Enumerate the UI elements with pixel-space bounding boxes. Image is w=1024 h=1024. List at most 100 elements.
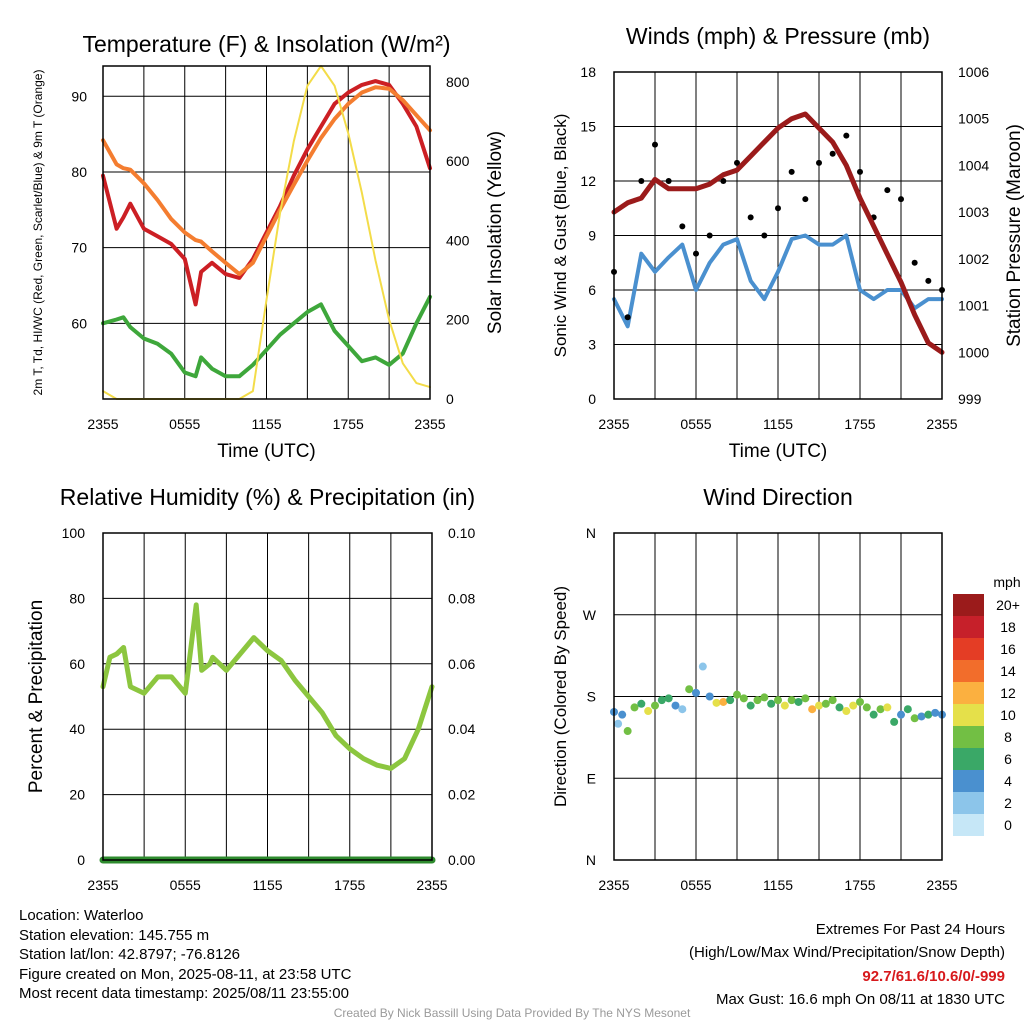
x-tick-label: 2355 <box>87 416 118 432</box>
wind-dir-point <box>821 699 830 708</box>
colorbar-unit: mph <box>993 574 1020 590</box>
chart-title-rh: Relative Humidity (%) & Precipitation (i… <box>60 484 475 510</box>
colorbar-swatch <box>953 726 984 748</box>
colorbar-swatch <box>953 660 984 682</box>
gust-point <box>884 187 891 194</box>
extremes-title: Extremes For Past 24 Hours <box>815 921 1005 938</box>
wind-dir-point <box>903 705 912 714</box>
x-tick-label: 2355 <box>926 877 957 893</box>
y-axis-label-left: Sonic Wind & Gust (Blue, Black) <box>551 114 570 358</box>
gust-point <box>775 205 781 212</box>
credit-text: Created By Nick Bassill Using Data Provi… <box>333 1006 691 1020</box>
colorbar-swatch <box>953 814 984 836</box>
y-tick-label: 9 <box>588 228 596 244</box>
wind-dir-point <box>801 694 810 703</box>
chart-title-wdir: Wind Direction <box>703 484 853 510</box>
gust-point <box>843 132 850 139</box>
x-tick-label: 2355 <box>414 416 445 432</box>
y-tick-label: 18 <box>580 64 596 80</box>
wind-dir-point <box>685 685 694 694</box>
recent-data-text: Most recent data timestamp: 2025/08/11 2… <box>19 985 349 1003</box>
y-tick-label: 40 <box>69 721 85 737</box>
gust-point <box>857 168 863 175</box>
x-tick-label: 0555 <box>680 416 711 432</box>
y-axis-label-right: Station Pressure (Maroon) <box>1004 124 1024 347</box>
x-tick-label: 1155 <box>251 416 281 432</box>
x-tick-label: 1755 <box>844 416 875 432</box>
wind-dir-point <box>739 694 748 703</box>
colorbar-label: 8 <box>1004 729 1012 745</box>
y2-tick-label: 0.02 <box>448 787 475 803</box>
y2-tick-label: 1006 <box>958 64 989 80</box>
y-tick-label: S <box>587 689 596 705</box>
y2-tick-label: 1000 <box>958 344 989 360</box>
colorbar-label: 20+ <box>996 597 1020 613</box>
y-axis-label-left: Direction (Colored By Speed) <box>551 586 570 807</box>
wind-dir-point <box>623 727 632 736</box>
wind-dir-point <box>664 694 673 703</box>
y-axis-label-left: 2m T, Td, HI/WC (Red, Green, Scarlet/Blu… <box>31 70 45 396</box>
wind-dir-point <box>644 707 653 716</box>
series-line-pressure <box>611 111 945 355</box>
y-tick-label: W <box>583 607 597 623</box>
colorbar-swatch <box>953 770 984 792</box>
y-axis-label-right: Solar Insolation (Yellow) <box>485 131 506 334</box>
y-tick-label: 15 <box>580 119 596 135</box>
wind-dir-point <box>671 701 680 710</box>
series-line-wind <box>612 233 944 329</box>
y-tick-label: 3 <box>588 337 596 353</box>
wind-dir-point <box>678 705 687 714</box>
y-tick-label: 60 <box>71 315 87 331</box>
wind-dir-point <box>794 697 803 706</box>
plot-frame-temp <box>102 65 431 400</box>
series-line-td <box>101 294 432 379</box>
wind-dir-point <box>698 662 707 671</box>
colorbar-swatch <box>953 638 984 660</box>
created-text: Figure created on Mon, 2025-08-11, at 23… <box>19 965 352 983</box>
wind-dir-point <box>815 701 823 710</box>
series-line-9m-t <box>101 85 432 277</box>
y2-tick-label: 0.06 <box>448 656 475 672</box>
colorbar-label: 0 <box>1004 817 1012 833</box>
wind-dir-point <box>897 710 905 719</box>
y2-tick-label: 0 <box>446 391 454 407</box>
wind-dir-point <box>760 693 769 702</box>
colorbar-swatch <box>953 594 984 616</box>
y2-tick-label: 0.08 <box>448 590 475 606</box>
colorbar-label: 4 <box>1004 773 1012 789</box>
y-tick-label: 12 <box>580 173 596 189</box>
y-tick-label: 80 <box>69 590 85 606</box>
location-text: Location: Waterloo <box>19 907 144 924</box>
wind-dir-point <box>746 701 755 710</box>
plot-frame-rh <box>102 532 433 861</box>
wind-dir-point <box>618 710 627 719</box>
y-tick-label: 70 <box>71 240 87 256</box>
gust-point <box>720 178 727 184</box>
wind-dir-point <box>774 696 782 705</box>
x-tick-label: 1755 <box>334 877 365 893</box>
plot-frame-wind <box>613 71 943 400</box>
y2-tick-label: 1005 <box>958 111 989 127</box>
colorbar-label: 18 <box>1000 619 1016 635</box>
y2-tick-label: 0.10 <box>448 525 475 541</box>
gust-point <box>761 232 768 239</box>
x-tick-label: 2355 <box>598 416 629 432</box>
y-tick-label: N <box>586 525 596 541</box>
gust-point <box>816 159 822 166</box>
colorbar-label: 2 <box>1004 795 1012 811</box>
x-tick-label: 2355 <box>87 877 118 893</box>
colorbar-swatch <box>953 682 984 704</box>
x-tick-label: 2355 <box>598 877 629 893</box>
extremes-values: 92.7/61.6/10.6/0/-999 <box>862 967 1005 985</box>
wind-dir-point <box>787 696 796 705</box>
x-axis-label: Time (UTC) <box>217 441 316 462</box>
plot-frame-wdir <box>613 532 943 861</box>
wind-dir-point <box>780 701 789 710</box>
wind-dir-point <box>808 705 817 714</box>
y2-tick-label: 800 <box>446 74 470 90</box>
y2-tick-label: 0.00 <box>448 852 475 868</box>
wind-dir-point <box>910 714 919 723</box>
gust-point <box>734 159 740 166</box>
wind-dir-point <box>883 703 892 712</box>
wind-dir-point <box>712 698 721 707</box>
